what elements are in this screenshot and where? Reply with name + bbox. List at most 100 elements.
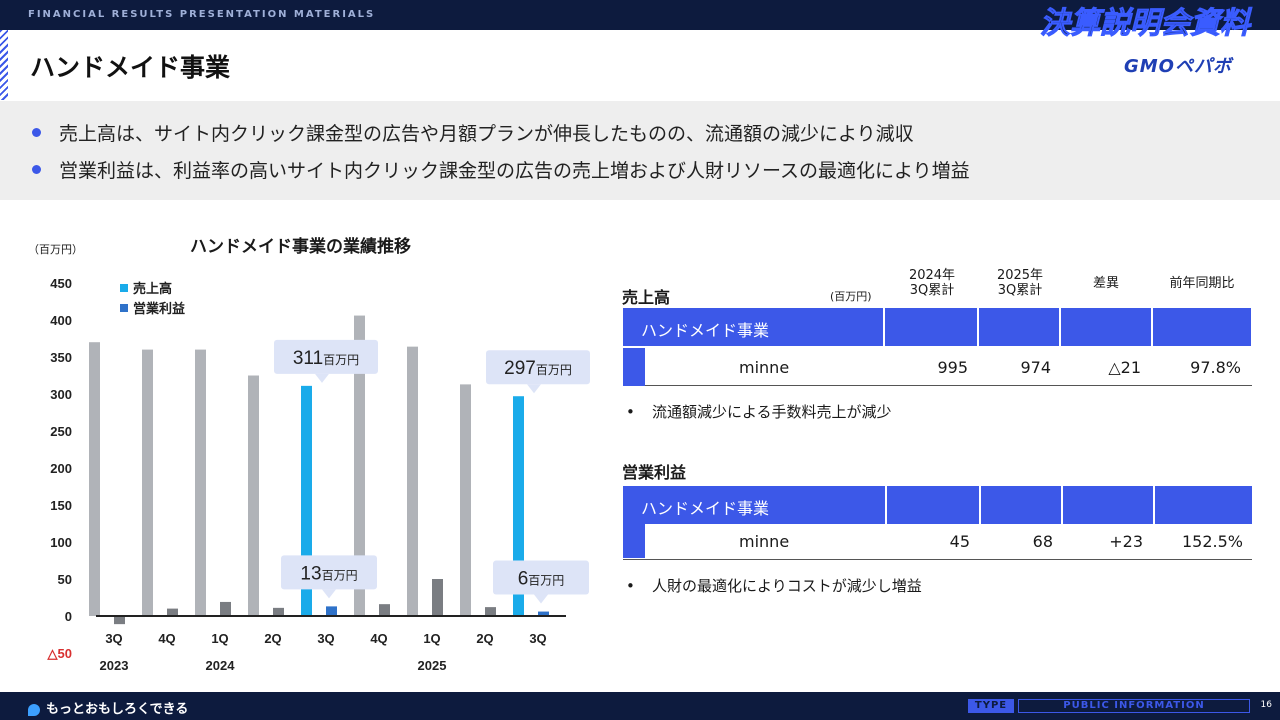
summary-item: 営業利益は、利益率の高いサイト内クリック課金型の広告の売上増および人財リソースの… (32, 156, 970, 183)
y-tick-label: 200 (50, 461, 72, 476)
col-head-ratio: 前年同期比 (1169, 276, 1235, 291)
note-text: 流通額減少による手数料売上が減少 (652, 403, 892, 421)
speech-pin-icon (28, 703, 40, 716)
year-label: 2024 (206, 658, 236, 673)
legend-swatch (120, 304, 128, 312)
bullet-icon: • (626, 577, 635, 595)
chart-unit: （百万円） (28, 243, 83, 256)
year-label: 2025 (418, 658, 447, 673)
legend-swatch (120, 284, 128, 292)
callout-label: 311百万円 (293, 348, 359, 369)
profit-note: • 人財の最適化によりコストが減少し増益 (626, 575, 922, 596)
revenue-data-row: minne 995 974 △21 97.8% (623, 348, 1252, 386)
col-head-2025: 2025年 3Q累計 (984, 268, 1056, 298)
summary-text: 営業利益は、利益率の高いサイト内クリック課金型の広告の売上増および人財リソースの… (59, 160, 970, 182)
profit-bar (485, 607, 496, 616)
y-tick-label: 350 (50, 350, 72, 365)
y-tick-label: 400 (50, 313, 72, 328)
callout-box (281, 555, 377, 590)
revenue-segment-row: ハンドメイド事業 (623, 308, 1251, 346)
row-name: minne (739, 358, 790, 377)
col-head-2024: 2024年 3Q累計 (896, 268, 968, 298)
x-tick-label: 3Q (105, 631, 122, 646)
col-head-diff: 差異 (1092, 276, 1119, 291)
x-tick-label: 1Q (211, 631, 228, 646)
value-ratio: 152.5% (1181, 532, 1243, 551)
summary-text: 売上高は、サイト内クリック課金型の広告や月額プランが伸長したものの、流通額の減少… (59, 123, 914, 145)
y-tick-label: 450 (50, 276, 72, 291)
callout-pointer (527, 384, 541, 394)
top-bar: FINANCIAL RESULTS PRESENTATION MATERIALS… (0, 0, 1280, 42)
callout-label: 297百万円 (504, 358, 572, 379)
revenue-bar (301, 385, 312, 616)
row-name: minne (739, 532, 790, 551)
callout-value: 13 (300, 563, 321, 584)
page-title: ハンドメイド事業 (30, 53, 231, 82)
profit-bar (379, 604, 390, 616)
callout-label: 6百万円 (518, 569, 565, 590)
revenue-bar (354, 315, 365, 616)
bullet-dot-icon (32, 128, 41, 137)
revenue-bar (89, 342, 100, 616)
profit-bar (114, 616, 125, 625)
profit-bar (326, 606, 337, 616)
footer-bar: もっとおもしろくできる TYPE PUBLIC INFORMATION 16 (0, 692, 1280, 720)
y-tick-label: 0 (65, 609, 72, 624)
callout-box (486, 350, 590, 385)
x-tick-label: 4Q (158, 631, 175, 646)
x-tick-label: 4Q (370, 631, 387, 646)
callout-value: 297 (504, 358, 536, 379)
callout-label: 13百万円 (300, 563, 357, 584)
title-stripe (0, 30, 8, 100)
legend-label: 営業利益 (133, 301, 185, 316)
callout-pointer (315, 373, 329, 383)
value-diff: △21 (1108, 358, 1141, 377)
summary-box: 売上高は、サイト内クリック課金型の広告や月額プランが伸長したものの、流通額の減少… (0, 101, 1280, 200)
callout-unit: 百万円 (528, 574, 564, 588)
revenue-bar (513, 396, 524, 616)
table-unit: (百万円) (830, 290, 872, 303)
revenue-bar (142, 349, 153, 616)
y-tick-label: 300 (50, 387, 72, 402)
value-diff: +23 (1109, 532, 1143, 551)
tagline-text: もっとおもしろくできる (46, 702, 189, 717)
callout-value: 311 (293, 348, 323, 369)
callout-unit: 百万円 (536, 363, 572, 377)
profit-bar (167, 608, 178, 616)
col-head-text: 2025年 3Q累計 (996, 268, 1044, 298)
deck-caption: FINANCIAL RESULTS PRESENTATION MATERIALS (28, 9, 376, 20)
y-tick-label: 250 (50, 424, 72, 439)
chart-title: ハンドメイド事業の業績推移 (190, 237, 411, 257)
callout-pointer (322, 589, 336, 599)
x-tick-label: 3Q (529, 631, 546, 646)
y-tick-label: △50 (47, 646, 72, 661)
year-label: 2023 (100, 658, 129, 673)
segment-label: ハンドメイド事業 (641, 321, 770, 340)
x-tick-label: 2Q (264, 631, 281, 646)
x-tick-label: 3Q (317, 631, 334, 646)
x-tick-label: 2Q (476, 631, 493, 646)
y-tick-label: 100 (50, 535, 72, 550)
value-2025: 974 (1020, 358, 1051, 377)
col-head-text: 2024年 3Q累計 (908, 268, 956, 298)
bullet-icon: • (626, 403, 635, 421)
revenue-bar (407, 346, 418, 616)
y-tick-label: 50 (58, 572, 72, 587)
value-ratio: 97.8% (1190, 358, 1241, 377)
deck-title: 決算説明会資料 (1040, 6, 1251, 42)
callout-box (274, 339, 378, 374)
callout-value: 6 (518, 569, 529, 590)
value-2024: 45 (949, 532, 970, 551)
profit-bar (273, 607, 284, 616)
revenue-bar (460, 384, 471, 616)
profit-title: 営業利益 (622, 463, 687, 482)
revenue-title: 売上高 (622, 288, 671, 307)
revenue-note: • 流通額減少による手数料売上が減少 (626, 401, 892, 422)
callout-pointer (534, 594, 548, 604)
x-tick-label: 1Q (423, 631, 440, 646)
bullet-dot-icon (32, 165, 41, 174)
info-label: PUBLIC INFORMATION (1018, 699, 1250, 713)
profit-bar (220, 601, 231, 616)
segment-label: ハンドメイド事業 (641, 499, 770, 518)
callout-box (493, 560, 589, 595)
